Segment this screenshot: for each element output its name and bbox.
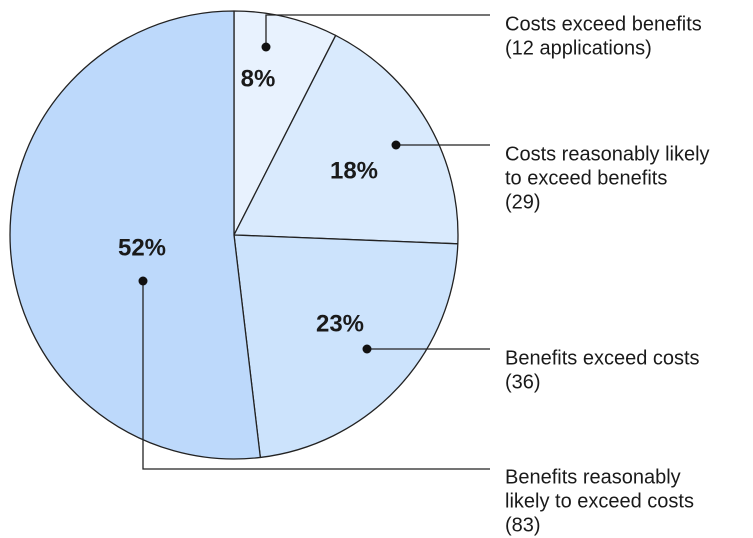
slice-label-4-line-2: likely to exceed costs	[505, 490, 694, 512]
slice-label-4-line-1: Benefits reasonably	[505, 466, 681, 488]
slice-label-3-line-1: Benefits exceed costs	[505, 347, 700, 369]
pie-slice-3	[233, 234, 459, 459]
slice-label-3-line-2: (36)	[505, 371, 541, 393]
pie-slices	[9, 10, 459, 460]
leader-line-4	[142, 281, 490, 470]
leader-line-1	[265, 14, 490, 47]
pie-slice-2	[233, 34, 459, 245]
slice-label-2-line-2: to exceed benefits	[505, 167, 667, 189]
pie-slice-4	[9, 10, 261, 460]
leader-dot-4	[138, 276, 148, 286]
slice-label-2-line-3: (29)	[505, 191, 541, 213]
leader-dot-3	[362, 344, 372, 354]
slice-percent-label-3: 23%	[316, 310, 364, 337]
leader-dot-2	[391, 140, 401, 150]
slice-label-1-line-1: Costs exceed benefits	[505, 13, 702, 35]
slice-percent-label-2: 18%	[330, 157, 378, 184]
pie-slice-1	[233, 10, 337, 236]
leader-lines	[138, 14, 490, 470]
slice-label-2-line-1: Costs reasonably likely	[505, 143, 710, 165]
labels: 8% Costs exceed benefits(12 applications)…	[118, 13, 710, 536]
leader-dot-1	[261, 42, 271, 52]
slice-percent-label-1: 8%	[241, 65, 276, 92]
slice-label-4-line-3: (83)	[505, 514, 541, 536]
slice-percent-label-4: 52%	[118, 234, 166, 261]
slice-label-1-line-2: (12 applications)	[505, 37, 652, 59]
